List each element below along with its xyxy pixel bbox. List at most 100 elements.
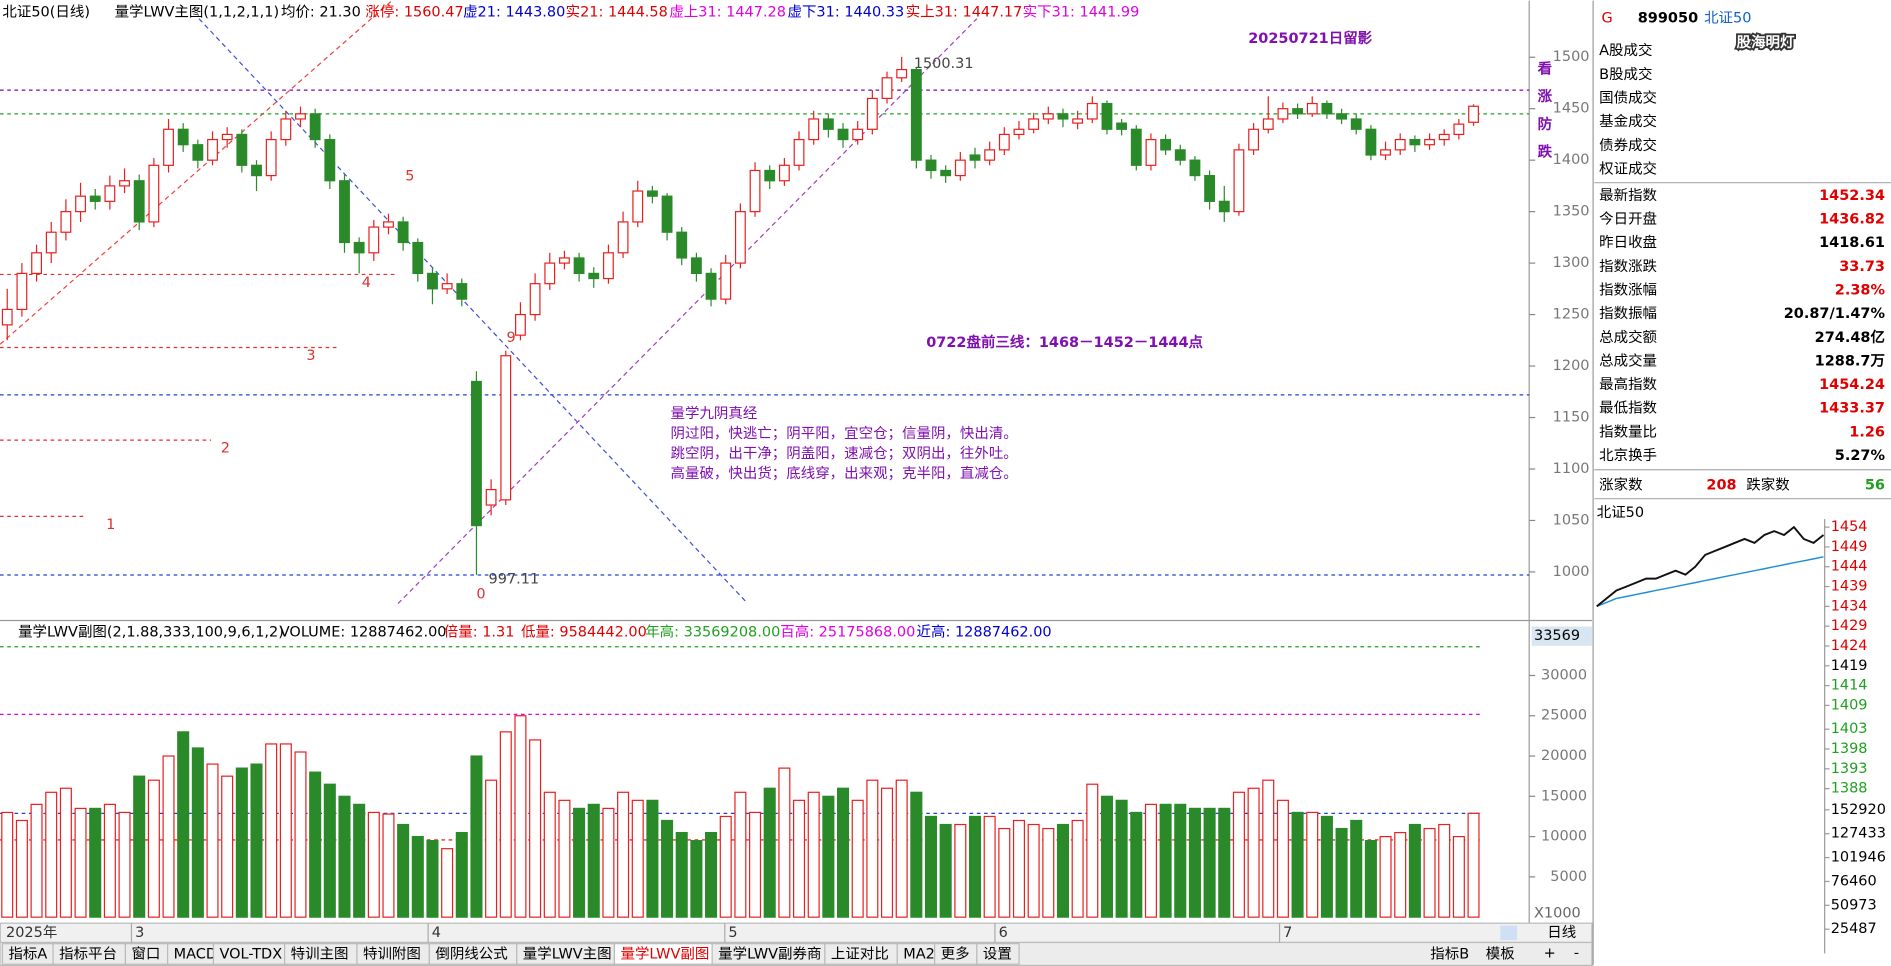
- row-value: 1454.24: [1819, 377, 1885, 393]
- volume-bar: [661, 819, 674, 918]
- level-label: 1: [106, 517, 115, 533]
- candle-body: [632, 190, 644, 223]
- volume-bar: [1188, 807, 1201, 918]
- volume-bar: [1306, 811, 1319, 918]
- zoom-in[interactable]: +: [1544, 945, 1556, 961]
- volume-bar: [15, 819, 28, 918]
- volume-header-item: VOLUME: 12887462.00: [280, 625, 447, 641]
- mini-tick-label: 1439: [1831, 579, 1868, 595]
- volume-bar: [235, 767, 248, 918]
- volume-bar: [1408, 823, 1421, 918]
- tab-label[interactable]: 特训主图: [291, 946, 349, 963]
- candle-body: [427, 272, 438, 290]
- tab-label[interactable]: 上证对比: [831, 946, 889, 963]
- candle-body: [1174, 149, 1186, 161]
- volume-bar: [543, 791, 556, 918]
- header-item: 量学LWV主图(1,1,2,1,1): [115, 4, 280, 21]
- tab-label[interactable]: 指标A: [8, 946, 47, 963]
- candle-body: [954, 159, 966, 177]
- tab[interactable]: [976, 943, 1020, 965]
- tab-label[interactable]: 特训附图: [363, 946, 421, 963]
- volume-bar: [118, 811, 131, 918]
- date-label: 6: [999, 925, 1008, 941]
- candle-body: [1380, 149, 1391, 156]
- volume-bar: [1056, 823, 1070, 918]
- tab-label[interactable]: MACD: [174, 947, 217, 963]
- y-tick-label: 1100: [1553, 461, 1590, 477]
- volume-bar: [793, 799, 806, 918]
- mini-price-line: [1596, 525, 1825, 608]
- tab-label[interactable]: VOL-TDX: [219, 947, 282, 963]
- date-label: 4: [432, 925, 441, 941]
- y-tick-label: 1400: [1553, 152, 1590, 168]
- candle-body: [896, 68, 908, 79]
- volume-bar: [1012, 819, 1026, 918]
- candle-body: [119, 180, 130, 187]
- vertical-note: 涨: [1538, 88, 1553, 105]
- tab-label[interactable]: MA2: [903, 947, 935, 963]
- y-tick-label: 1300: [1553, 255, 1590, 271]
- candle-body: [265, 138, 277, 177]
- row-label: 最高指数: [1599, 376, 1657, 393]
- volume-bar: [924, 815, 938, 918]
- volume-bar: [426, 840, 439, 918]
- candle-body: [544, 262, 556, 285]
- tab-label[interactable]: 量学LWV副图: [620, 946, 709, 963]
- scroll-button[interactable]: [1500, 925, 1518, 941]
- volume-bar: [499, 731, 512, 918]
- header-item: 北证50(日线): [2, 4, 90, 21]
- volume-bar: [133, 775, 146, 918]
- mini-tick-label: 1454: [1831, 519, 1868, 535]
- y-tick-label: 30000: [1541, 667, 1587, 683]
- candle-body: [1218, 200, 1230, 213]
- candle-body: [749, 169, 761, 213]
- candle-body: [588, 272, 600, 280]
- y-tick-label: 10000: [1541, 829, 1587, 845]
- tab-label[interactable]: 量学LWV副券商: [718, 946, 821, 963]
- breadth-value: 208: [1706, 477, 1736, 493]
- header-item: 实上31: 1447.17: [906, 4, 1023, 21]
- mini-tick-label: 101946: [1831, 850, 1886, 866]
- candle-body: [1233, 149, 1245, 213]
- volume-bar: [646, 799, 659, 918]
- tab-label[interactable]: 倒阴线公式: [435, 946, 507, 963]
- volume-bar: [895, 779, 908, 918]
- candle-body: [236, 133, 248, 166]
- row-label: 最低指数: [1599, 400, 1657, 417]
- row-label: 今日开盘: [1599, 210, 1657, 228]
- zoom-out[interactable]: -: [1574, 945, 1579, 961]
- candle-body: [822, 118, 834, 130]
- volume-bar: [1115, 799, 1128, 918]
- volume-bar: [1291, 811, 1304, 918]
- row-value: 1.26: [1849, 424, 1885, 440]
- volume-bar: [836, 787, 850, 918]
- y-tick-label: 1450: [1553, 101, 1590, 117]
- tab-label[interactable]: 指标B: [1430, 946, 1469, 963]
- candle-body: [720, 262, 732, 300]
- candle-body: [383, 221, 394, 228]
- tab-label[interactable]: 设置: [983, 946, 1012, 963]
- volume-bar: [1262, 779, 1275, 918]
- volume-bar: [587, 803, 600, 918]
- volume-bar: [1, 811, 14, 918]
- tab-label[interactable]: 模板: [1486, 945, 1515, 963]
- candle-body: [1042, 113, 1054, 120]
- volume-bar: [455, 831, 468, 918]
- period-label[interactable]: 日线: [1547, 924, 1576, 941]
- candle-body: [16, 272, 28, 311]
- volume-bar: [514, 715, 527, 918]
- trade-row: 权证成交: [1599, 159, 1657, 177]
- volume-bar: [338, 795, 351, 918]
- row-label: 昨日收盘: [1599, 233, 1657, 251]
- tab-label[interactable]: 更多: [941, 946, 970, 963]
- mini-tick-label: 76460: [1831, 873, 1877, 889]
- candle-body: [1468, 105, 1479, 123]
- tab-label[interactable]: 指标平台: [59, 946, 117, 963]
- volume-bar: [1423, 827, 1436, 918]
- tab-label[interactable]: 量学LWV主图: [523, 946, 612, 963]
- candle-body: [1057, 113, 1069, 120]
- volume-bar: [74, 807, 87, 918]
- tab-label[interactable]: 窗口: [131, 945, 160, 963]
- volume-bar: [690, 840, 703, 918]
- volume-bar: [866, 779, 879, 918]
